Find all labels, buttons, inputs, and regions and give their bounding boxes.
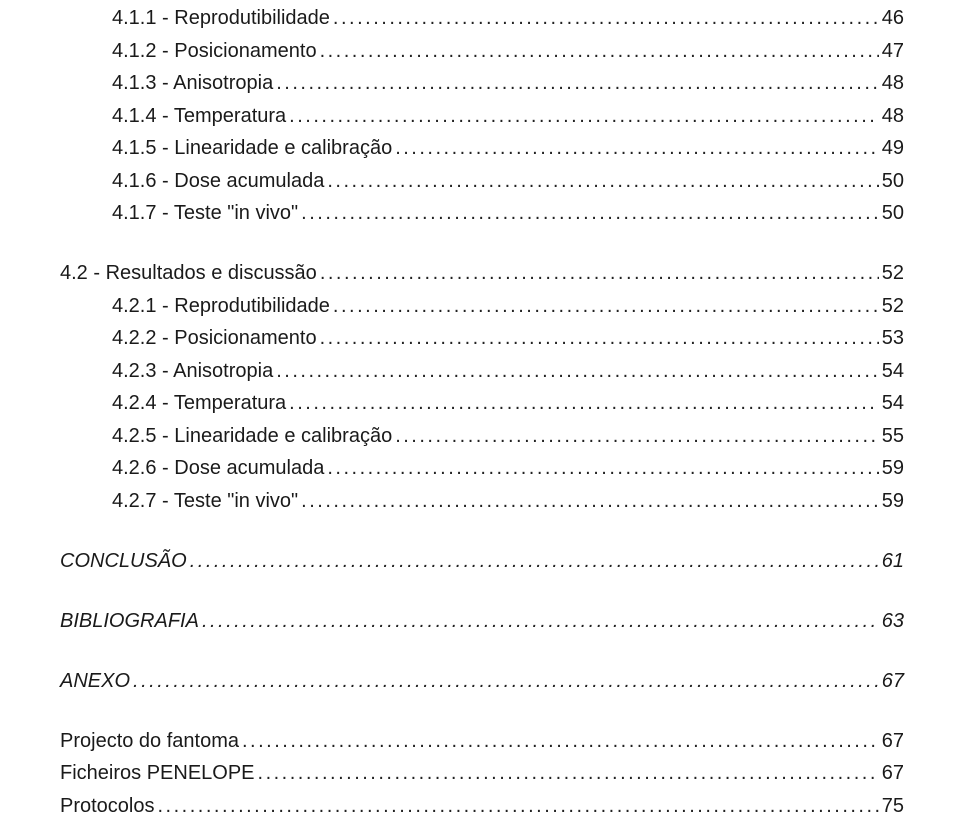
toc-entry-label: 4.1.7 - Teste "in vivo" bbox=[112, 197, 298, 229]
toc-leader-dots: ........................................… bbox=[327, 165, 878, 197]
toc-entry-page: 48 bbox=[882, 100, 904, 132]
toc-entry: 4.2.6 - Dose acumulada..................… bbox=[60, 452, 904, 484]
toc-entry-page: 54 bbox=[882, 387, 904, 419]
toc-leader-dots: ........................................… bbox=[395, 132, 879, 164]
toc-entry: 4.2 - Resultados e discussão............… bbox=[60, 257, 904, 289]
toc-entry-page: 75 bbox=[882, 790, 904, 822]
toc-entry: 4.2.3 - Anisotropia.....................… bbox=[60, 355, 904, 387]
toc-entry-page: 61 bbox=[882, 545, 904, 577]
toc-entry-label: 4.2 - Resultados e discussão bbox=[60, 257, 317, 289]
toc-entry: 4.1.4 - Temperatura.....................… bbox=[60, 100, 904, 132]
toc-entry-page: 50 bbox=[882, 165, 904, 197]
toc-entry-page: 46 bbox=[882, 2, 904, 34]
toc-leader-dots: ........................................… bbox=[289, 387, 879, 419]
toc-entry-page: 50 bbox=[882, 197, 904, 229]
toc-entry-page: 52 bbox=[882, 257, 904, 289]
toc-entry-label: 4.1.4 - Temperatura bbox=[112, 100, 286, 132]
toc-leader-dots: ........................................… bbox=[320, 35, 879, 67]
toc-entry: 4.1.2 - Posicionamento..................… bbox=[60, 35, 904, 67]
toc-entry: Ficheiros PENELOPE......................… bbox=[60, 757, 904, 789]
toc-entry-label: 4.1.5 - Linearidade e calibração bbox=[112, 132, 392, 164]
toc-entry-label: 4.1.6 - Dose acumulada bbox=[112, 165, 324, 197]
toc-entry-label: CONCLUSÃO bbox=[60, 545, 187, 577]
toc-entry-page: 59 bbox=[882, 452, 904, 484]
toc-entry-label: 4.2.6 - Dose acumulada bbox=[112, 452, 324, 484]
toc-entry: 4.2.1 - Reprodutibilidade...............… bbox=[60, 290, 904, 322]
toc-entry: BIBLIOGRAFIA............................… bbox=[60, 605, 904, 637]
toc-leader-dots: ........................................… bbox=[242, 725, 879, 757]
toc-entry-label: 4.2.2 - Posicionamento bbox=[112, 322, 317, 354]
toc-leader-dots: ........................................… bbox=[133, 665, 879, 697]
toc-leader-dots: ........................................… bbox=[190, 545, 879, 577]
toc-leader-dots: ........................................… bbox=[320, 322, 879, 354]
toc-entry-label: Projecto do fantoma bbox=[60, 725, 239, 757]
toc-entry: 4.1.7 - Teste "in vivo".................… bbox=[60, 197, 904, 229]
toc-leader-dots: ........................................… bbox=[202, 605, 879, 637]
toc-leader-dots: ........................................… bbox=[258, 757, 879, 789]
toc-leader-dots: ........................................… bbox=[333, 290, 879, 322]
toc-entry-page: 67 bbox=[882, 725, 904, 757]
toc-leader-dots: ........................................… bbox=[276, 67, 879, 99]
toc-entry-page: 67 bbox=[882, 665, 904, 697]
toc-entry: CONCLUSÃO...............................… bbox=[60, 545, 904, 577]
toc-entry-page: 55 bbox=[882, 420, 904, 452]
toc-leader-dots: ........................................… bbox=[276, 355, 879, 387]
toc-entry-page: 54 bbox=[882, 355, 904, 387]
toc-entry-label: 4.2.4 - Temperatura bbox=[112, 387, 286, 419]
toc-leader-dots: ........................................… bbox=[395, 420, 879, 452]
toc-leader-dots: ........................................… bbox=[301, 485, 879, 517]
toc-entry-label: Ficheiros PENELOPE bbox=[60, 757, 255, 789]
toc-entry: 4.2.2 - Posicionamento..................… bbox=[60, 322, 904, 354]
toc-entry-label: 4.2.1 - Reprodutibilidade bbox=[112, 290, 330, 322]
toc-entry: ANEXO...................................… bbox=[60, 665, 904, 697]
toc-leader-dots: ........................................… bbox=[158, 790, 879, 822]
toc-entry-label: Protocolos bbox=[60, 790, 155, 822]
toc-entry-page: 52 bbox=[882, 290, 904, 322]
toc-entry: Protocolos..............................… bbox=[60, 790, 904, 822]
toc-entry-page: 59 bbox=[882, 485, 904, 517]
toc-entry-page: 67 bbox=[882, 757, 904, 789]
toc-entry-label: ANEXO bbox=[60, 665, 130, 697]
toc-leader-dots: ........................................… bbox=[327, 452, 878, 484]
toc-entry: 4.1.1 - Reprodutibilidade...............… bbox=[60, 2, 904, 34]
toc-entry: 4.2.5 - Linearidade e calibração........… bbox=[60, 420, 904, 452]
toc-entry-label: 4.2.7 - Teste "in vivo" bbox=[112, 485, 298, 517]
toc-entry-page: 63 bbox=[882, 605, 904, 637]
toc-page: 4.1.1 - Reprodutibilidade...............… bbox=[0, 0, 960, 822]
toc-entry-label: 4.1.1 - Reprodutibilidade bbox=[112, 2, 330, 34]
toc-entry: 4.1.3 - Anisotropia.....................… bbox=[60, 67, 904, 99]
toc-entry-page: 47 bbox=[882, 35, 904, 67]
toc-entry-label: 4.1.2 - Posicionamento bbox=[112, 35, 317, 67]
toc-entry-label: 4.1.3 - Anisotropia bbox=[112, 67, 273, 99]
toc-entry-page: 53 bbox=[882, 322, 904, 354]
toc-entry: 4.2.7 - Teste "in vivo".................… bbox=[60, 485, 904, 517]
toc-entry-page: 49 bbox=[882, 132, 904, 164]
toc-leader-dots: ........................................… bbox=[320, 257, 879, 289]
toc-leader-dots: ........................................… bbox=[301, 197, 879, 229]
toc-entry: 4.1.5 - Linearidade e calibração........… bbox=[60, 132, 904, 164]
toc-entry: 4.2.4 - Temperatura.....................… bbox=[60, 387, 904, 419]
toc-entry-label: 4.2.5 - Linearidade e calibração bbox=[112, 420, 392, 452]
toc-leader-dots: ........................................… bbox=[289, 100, 879, 132]
toc-leader-dots: ........................................… bbox=[333, 2, 879, 34]
toc-entry-page: 48 bbox=[882, 67, 904, 99]
toc-entry-label: BIBLIOGRAFIA bbox=[60, 605, 199, 637]
toc-entry-label: 4.2.3 - Anisotropia bbox=[112, 355, 273, 387]
toc-entry: Projecto do fantoma.....................… bbox=[60, 725, 904, 757]
toc-entry: 4.1.6 - Dose acumulada..................… bbox=[60, 165, 904, 197]
